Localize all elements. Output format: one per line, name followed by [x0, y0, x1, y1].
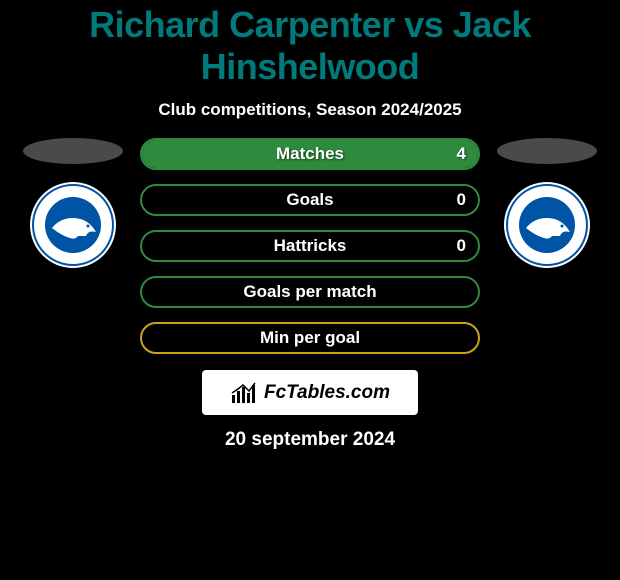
stat-bar: Goals per match: [140, 276, 480, 308]
stat-label: Hattricks: [274, 236, 347, 256]
bar-chart-icon: [230, 381, 258, 405]
stat-bar: Hattricks 0: [140, 230, 480, 262]
club-badge-left: [30, 182, 116, 268]
stat-label: Goals: [286, 190, 333, 210]
stat-value-right: 0: [457, 236, 466, 256]
stat-label: Min per goal: [260, 328, 360, 348]
stat-bar: Matches 4: [140, 138, 480, 170]
brand-card: FcTables.com: [202, 370, 418, 415]
brighton-badge-icon: [30, 182, 116, 268]
stat-label: Matches: [276, 144, 344, 164]
brand-text: FcTables.com: [264, 382, 390, 404]
footer-date: 20 september 2024: [0, 429, 620, 451]
player-left-column: [18, 138, 128, 268]
player-photo-placeholder-right: [497, 138, 597, 164]
stat-bar: Goals 0: [140, 184, 480, 216]
stat-bar: Min per goal: [140, 322, 480, 354]
page-subtitle: Club competitions, Season 2024/2025: [0, 100, 620, 120]
page-title: Richard Carpenter vs Jack Hinshelwood: [0, 0, 620, 88]
stat-bars: Matches 4 Goals 0 Hattricks 0 Goals per match M…: [140, 138, 480, 354]
stat-label: Goals per match: [243, 282, 376, 302]
club-badge-right: [504, 182, 590, 268]
stat-value-right: 4: [457, 144, 466, 164]
player-right-column: [492, 138, 602, 268]
comparison-row: Matches 4 Goals 0 Hattricks 0 Goals per match M…: [0, 138, 620, 354]
brighton-badge-icon: [504, 182, 590, 268]
player-photo-placeholder-left: [23, 138, 123, 164]
stat-value-right: 0: [457, 190, 466, 210]
